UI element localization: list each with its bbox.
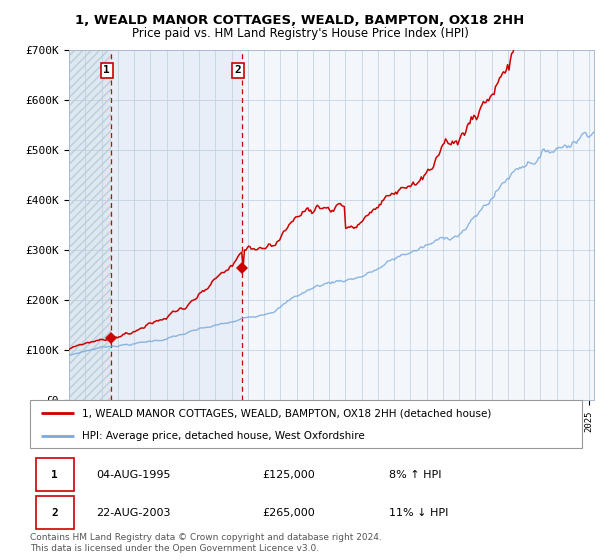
Text: 2: 2 [52, 507, 58, 517]
Bar [69, 50, 111, 400]
Text: 1: 1 [52, 470, 58, 480]
Text: 2: 2 [235, 66, 241, 76]
Text: £265,000: £265,000 [262, 507, 314, 517]
Text: 1, WEALD MANOR COTTAGES, WEALD, BAMPTON, OX18 2HH: 1, WEALD MANOR COTTAGES, WEALD, BAMPTON,… [76, 14, 524, 27]
Bar [111, 50, 242, 400]
Bar [242, 50, 594, 400]
Text: 1: 1 [103, 66, 110, 76]
Text: 22-AUG-2003: 22-AUG-2003 [96, 507, 171, 517]
FancyBboxPatch shape [35, 496, 74, 529]
Text: 11% ↓ HPI: 11% ↓ HPI [389, 507, 448, 517]
Text: 8% ↑ HPI: 8% ↑ HPI [389, 470, 442, 480]
Text: Contains HM Land Registry data © Crown copyright and database right 2024.
This d: Contains HM Land Registry data © Crown c… [30, 533, 382, 553]
Text: £125,000: £125,000 [262, 470, 314, 480]
Text: 04-AUG-1995: 04-AUG-1995 [96, 470, 171, 480]
Text: HPI: Average price, detached house, West Oxfordshire: HPI: Average price, detached house, West… [82, 431, 365, 441]
Bar [69, 50, 111, 400]
Text: 1, WEALD MANOR COTTAGES, WEALD, BAMPTON, OX18 2HH (detached house): 1, WEALD MANOR COTTAGES, WEALD, BAMPTON,… [82, 408, 492, 418]
FancyBboxPatch shape [35, 458, 74, 492]
Text: Price paid vs. HM Land Registry's House Price Index (HPI): Price paid vs. HM Land Registry's House … [131, 27, 469, 40]
